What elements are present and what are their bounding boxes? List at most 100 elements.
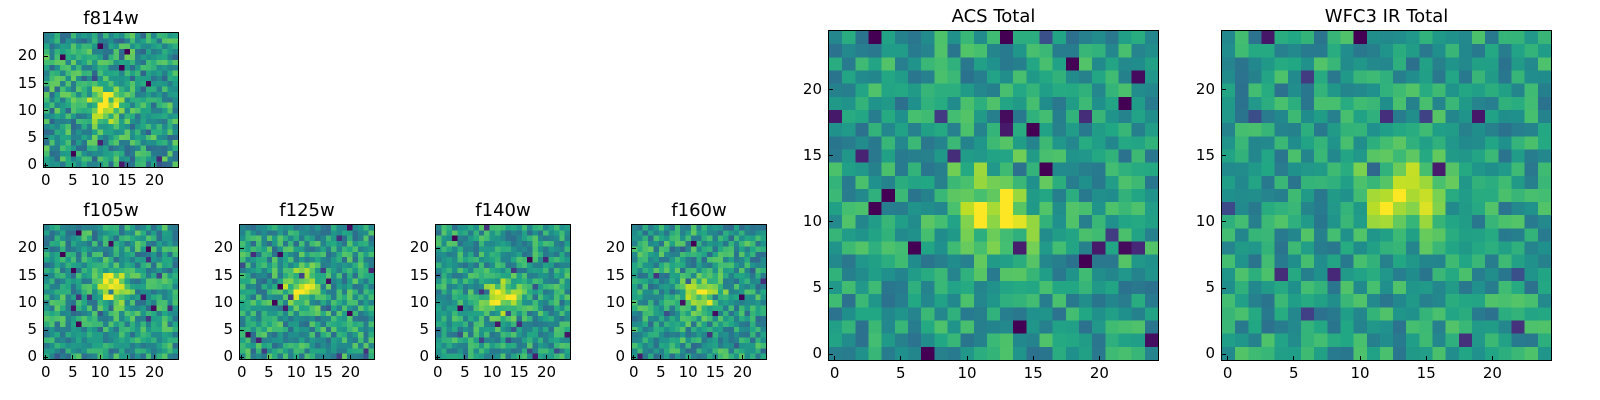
heatmap-canvas bbox=[1222, 31, 1551, 360]
y-tick-label: 5 bbox=[812, 278, 822, 297]
y-tick-label: 10 bbox=[409, 292, 429, 311]
y-tick-mark bbox=[632, 247, 636, 249]
y-tick-mark bbox=[240, 356, 244, 358]
y-tick-mark bbox=[240, 302, 244, 304]
y-tick-label: 0 bbox=[27, 347, 37, 366]
y-tick-mark bbox=[1222, 353, 1226, 355]
y-tick-label: 10 bbox=[605, 292, 625, 311]
y-tick-label: 15 bbox=[409, 265, 429, 284]
x-tick-mark bbox=[322, 355, 324, 359]
x-tick-label: 0 bbox=[236, 363, 247, 381]
heatmap-plot bbox=[828, 30, 1159, 361]
y-tick-mark bbox=[44, 110, 48, 112]
x-tick-label: 20 bbox=[340, 363, 361, 381]
x-tick-mark bbox=[742, 355, 744, 359]
y-tick-label: 20 bbox=[17, 238, 37, 257]
y-tick-label: 10 bbox=[17, 292, 37, 311]
y-tick-label: 10 bbox=[213, 292, 233, 311]
heatmap-plot bbox=[631, 224, 767, 360]
x-tick-label: 5 bbox=[460, 363, 470, 381]
x-tick-label: 20 bbox=[536, 363, 557, 381]
y-tick-mark bbox=[44, 55, 48, 57]
y-tick-label: 10 bbox=[802, 211, 822, 230]
y-tick-label: 15 bbox=[213, 265, 233, 284]
heatmap-plot bbox=[239, 224, 375, 360]
x-tick-mark bbox=[1032, 356, 1034, 360]
x-tick-label: 15 bbox=[117, 363, 137, 381]
x-tick-mark bbox=[99, 355, 101, 359]
heatmap-canvas bbox=[436, 225, 570, 359]
x-tick-label: 20 bbox=[144, 171, 165, 189]
chart-title: f140w bbox=[475, 200, 531, 221]
x-tick-mark bbox=[464, 355, 466, 359]
x-tick-mark bbox=[900, 356, 902, 360]
x-tick-label: 10 bbox=[957, 364, 977, 382]
y-tick-mark bbox=[44, 164, 48, 166]
x-tick-label: 15 bbox=[1416, 364, 1436, 382]
y-tick-label: 0 bbox=[812, 344, 822, 363]
x-tick-mark bbox=[126, 355, 128, 359]
x-tick-mark bbox=[491, 355, 493, 359]
x-tick-label: 10 bbox=[482, 363, 502, 381]
x-tick-label: 15 bbox=[313, 363, 333, 381]
y-tick-mark bbox=[1222, 287, 1226, 289]
y-tick-label: 0 bbox=[223, 347, 233, 366]
y-tick-label: 10 bbox=[1195, 211, 1215, 230]
y-tick-mark bbox=[829, 287, 833, 289]
y-tick-mark bbox=[829, 155, 833, 157]
y-tick-mark bbox=[829, 353, 833, 355]
x-tick-label: 5 bbox=[1289, 364, 1299, 382]
x-tick-label: 5 bbox=[68, 171, 78, 189]
x-tick-label: 20 bbox=[144, 363, 165, 381]
x-tick-label: 10 bbox=[678, 363, 698, 381]
x-tick-label: 15 bbox=[1023, 364, 1043, 382]
x-tick-mark bbox=[1425, 356, 1427, 360]
y-tick-mark bbox=[436, 275, 440, 277]
y-tick-label: 15 bbox=[1195, 145, 1215, 164]
heatmap-canvas bbox=[240, 225, 374, 359]
heatmap-canvas bbox=[44, 33, 178, 167]
x-tick-label: 0 bbox=[829, 364, 840, 382]
x-tick-mark bbox=[1293, 356, 1295, 360]
chart-title: WFC3 IR Total bbox=[1324, 6, 1449, 27]
chart-title: f105w bbox=[83, 200, 139, 221]
y-tick-mark bbox=[44, 302, 48, 304]
y-tick-label: 10 bbox=[17, 100, 37, 119]
y-tick-label: 5 bbox=[615, 320, 625, 339]
x-tick-label: 5 bbox=[656, 363, 666, 381]
y-tick-mark bbox=[44, 137, 48, 139]
y-tick-label: 5 bbox=[1205, 278, 1215, 297]
y-tick-label: 15 bbox=[802, 145, 822, 164]
x-tick-mark bbox=[687, 355, 689, 359]
x-tick-mark bbox=[126, 163, 128, 167]
y-tick-label: 0 bbox=[615, 347, 625, 366]
y-tick-mark bbox=[44, 356, 48, 358]
y-tick-mark bbox=[829, 221, 833, 223]
x-tick-label: 5 bbox=[264, 363, 274, 381]
x-tick-mark bbox=[660, 355, 662, 359]
heatmap-canvas bbox=[829, 31, 1158, 360]
x-tick-label: 10 bbox=[286, 363, 306, 381]
x-tick-label: 15 bbox=[117, 171, 137, 189]
x-tick-label: 0 bbox=[40, 171, 51, 189]
y-tick-mark bbox=[44, 275, 48, 277]
x-tick-mark bbox=[72, 163, 74, 167]
y-tick-label: 0 bbox=[1205, 344, 1215, 363]
x-tick-label: 0 bbox=[1222, 364, 1233, 382]
x-tick-mark bbox=[1491, 356, 1493, 360]
y-tick-mark bbox=[436, 247, 440, 249]
y-tick-mark bbox=[44, 247, 48, 249]
y-tick-mark bbox=[240, 247, 244, 249]
x-tick-label: 5 bbox=[68, 363, 78, 381]
y-tick-label: 0 bbox=[419, 347, 429, 366]
x-tick-label: 10 bbox=[90, 363, 110, 381]
x-tick-mark bbox=[1227, 356, 1229, 360]
x-tick-label: 15 bbox=[705, 363, 725, 381]
y-tick-label: 15 bbox=[605, 265, 625, 284]
x-tick-label: 20 bbox=[732, 363, 753, 381]
y-tick-label: 5 bbox=[419, 320, 429, 339]
y-tick-label: 5 bbox=[27, 320, 37, 339]
y-tick-mark bbox=[436, 302, 440, 304]
y-tick-label: 20 bbox=[409, 238, 429, 257]
y-tick-mark bbox=[44, 329, 48, 331]
